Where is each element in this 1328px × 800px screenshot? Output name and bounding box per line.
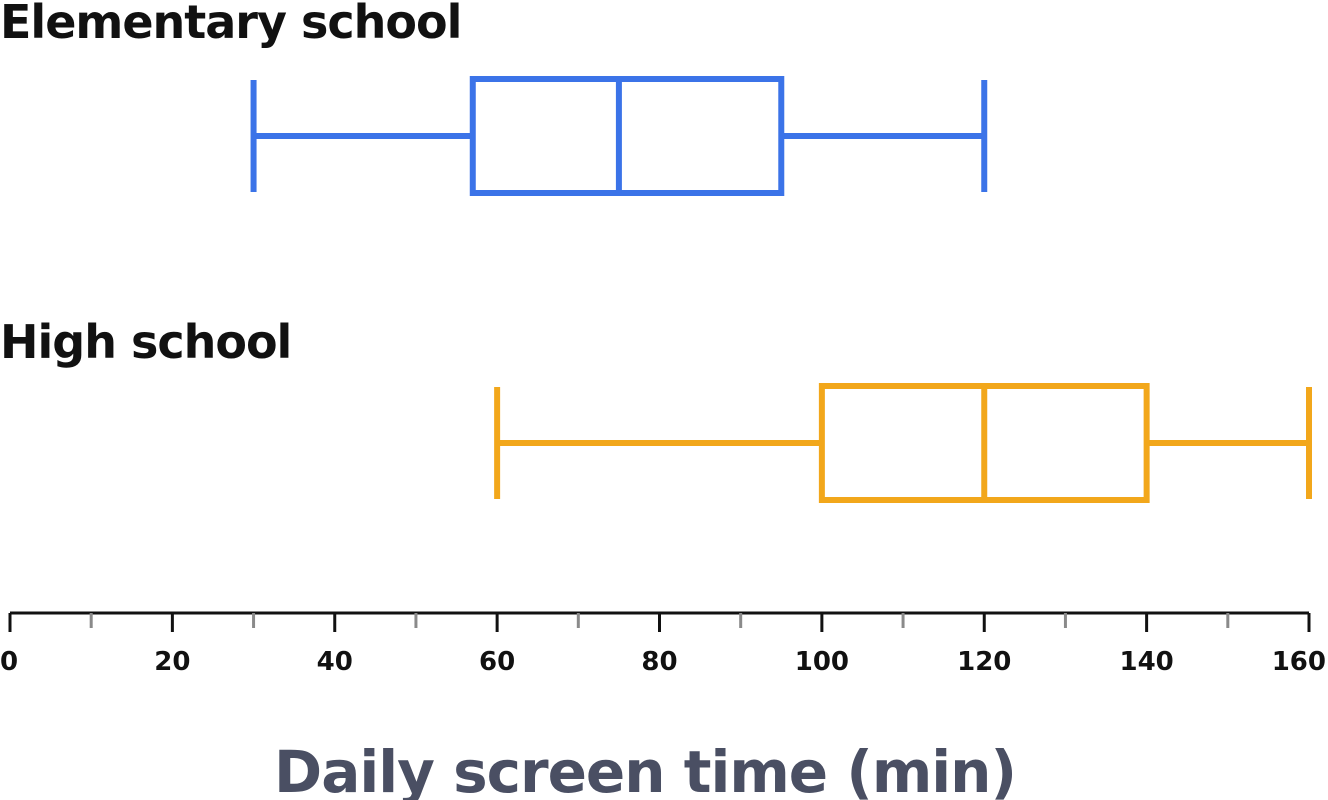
x-axis-title: Daily screen time (min)	[274, 738, 1016, 800]
group-title-elementary-school: Elementary school	[0, 0, 461, 49]
x-tick-label: 80	[641, 647, 677, 677]
x-tick-label: 0	[0, 647, 18, 677]
x-tick-label: 20	[154, 647, 190, 677]
box-plot-high-school: High school	[0, 315, 1312, 503]
x-tick-label: 100	[795, 647, 849, 677]
x-tick-label: 120	[957, 647, 1011, 677]
x-axis: 0 20 40 60 80 100 120 140 160	[0, 611, 1326, 677]
box-plot-elementary-school: Elementary school	[0, 0, 988, 196]
x-axis-ticks	[8, 613, 1311, 632]
iqr-box	[469, 76, 785, 196]
x-tick-label: 60	[479, 647, 515, 677]
group-title-high-school: High school	[0, 315, 291, 369]
box-plot-groups: Elementary school High school	[0, 0, 1312, 503]
x-tick-label: 160	[1272, 647, 1326, 677]
x-tick-label: 40	[317, 647, 353, 677]
x-tick-label: 140	[1119, 647, 1173, 677]
x-axis-tick-labels: 0 20 40 60 80 100 120 140 160	[0, 647, 1326, 677]
